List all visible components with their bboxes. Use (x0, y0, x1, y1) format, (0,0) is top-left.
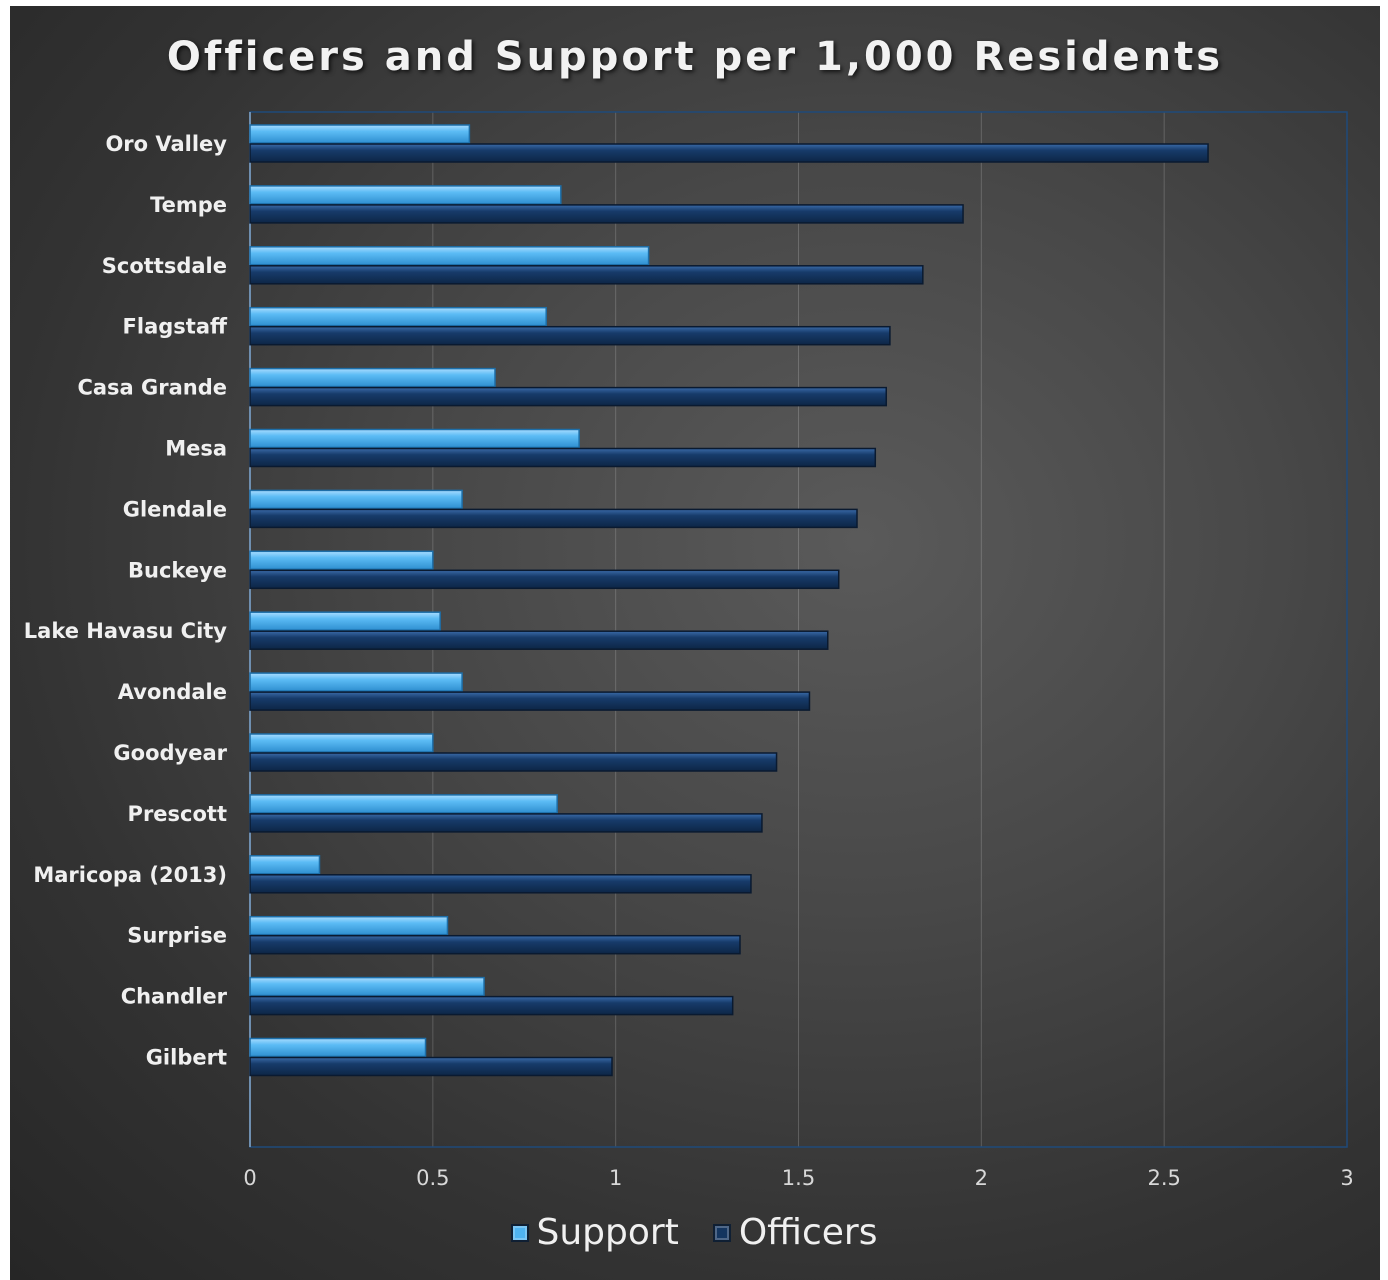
bar-officers (249, 934, 741, 955)
bar-support (249, 550, 434, 571)
bars (249, 124, 1209, 1077)
bar-support (249, 855, 321, 875)
category-label: Glendale (123, 497, 227, 521)
bar-officers (249, 630, 829, 650)
legend-swatch (712, 1223, 731, 1242)
bar-officers (249, 143, 1209, 163)
bar-support (249, 794, 558, 814)
category-label: Buckeye (128, 558, 227, 582)
category-label: Maricopa (2013) (33, 863, 227, 887)
category-label: Flagstaff (123, 315, 228, 339)
x-tick-label: 2.5 (1147, 1166, 1180, 1190)
legend-label: Support (536, 1212, 679, 1253)
bar-officers (249, 447, 877, 468)
bar-support (249, 672, 463, 692)
x-tick-label: 1.5 (782, 1166, 815, 1190)
legend: Support Officers (0, 1212, 1388, 1253)
legend-swatch (510, 1223, 529, 1242)
bar-officers (249, 752, 778, 772)
category-labels: Oro Valley Tempe Scottsdale Flagstaff Casa G… (24, 132, 228, 1070)
bar-support (249, 246, 650, 266)
category-label: Gilbert (146, 1046, 227, 1070)
x-axis-ticks: 0 0.5 1 1.5 2 2.5 3 (243, 1166, 1353, 1190)
category-label: Surprise (127, 924, 227, 948)
bar-officers (249, 325, 891, 346)
category-label: Avondale (118, 680, 227, 704)
bar-officers (249, 691, 811, 711)
bar-officers (249, 995, 734, 1016)
bar-support (249, 733, 434, 753)
bar-officers (249, 386, 888, 407)
bar-support (249, 915, 449, 936)
bar-support (249, 185, 562, 205)
x-tick-label: 0.5 (416, 1166, 449, 1190)
bar-support (249, 976, 485, 997)
category-label: Tempe (150, 193, 227, 217)
category-label: Scottsdale (102, 254, 227, 278)
x-tick-label: 0 (243, 1166, 256, 1190)
bar-support (249, 489, 463, 510)
bar-support (249, 611, 441, 631)
category-label: Mesa (165, 437, 227, 461)
legend-label: Officers (738, 1212, 878, 1253)
bar-support (249, 1037, 427, 1058)
category-label: Oro Valley (105, 132, 227, 156)
bar-officers (249, 265, 924, 285)
bar-officers (249, 1056, 613, 1077)
bar-officers (249, 508, 858, 529)
bar-support (249, 124, 471, 144)
x-tick-label: 1 (609, 1166, 622, 1190)
x-tick-label: 3 (1340, 1166, 1353, 1190)
x-tick-label: 2 (975, 1166, 988, 1190)
legend-item-support: Support (510, 1212, 679, 1253)
chart-title: Officers and Support per 1,000 Residents (166, 34, 1224, 80)
bar-support (249, 306, 547, 327)
category-label: Lake Havasu City (24, 619, 228, 643)
bar-officers (249, 204, 964, 224)
bar-officers (249, 569, 840, 590)
category-label: Prescott (128, 802, 227, 826)
bar-officers (249, 813, 763, 833)
bar-support (249, 367, 496, 388)
category-label: Casa Grande (77, 376, 227, 400)
bar-support (249, 428, 580, 449)
legend-item-officers: Officers (712, 1212, 878, 1253)
category-label: Chandler (121, 985, 228, 1009)
bar-officers (249, 874, 752, 894)
category-label: Goodyear (113, 741, 227, 765)
